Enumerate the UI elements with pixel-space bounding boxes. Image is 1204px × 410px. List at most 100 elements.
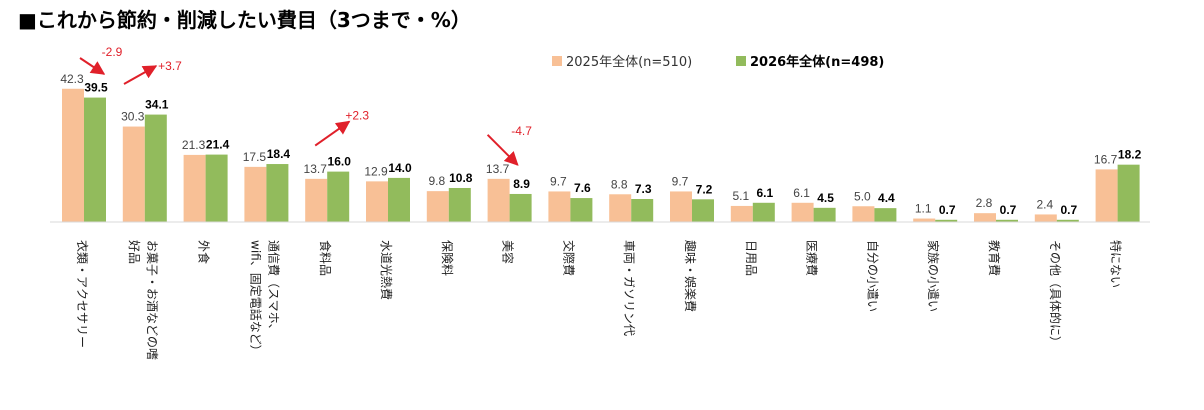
value-label-2025: 9.7 [672, 174, 689, 188]
value-label-2026: 39.5 [84, 81, 108, 95]
value-label-2025: 5.1 [732, 189, 749, 203]
bar-2025 [730, 205, 753, 222]
bar-2025 [974, 213, 996, 222]
category-label: 医療費 [805, 240, 820, 276]
bar-2025 [183, 154, 206, 222]
bar-2026 [205, 154, 228, 222]
bar-2025 [244, 166, 267, 222]
value-label-2025: 9.7 [550, 174, 567, 188]
bar-2026 [570, 198, 593, 222]
bar-2025 [426, 191, 449, 222]
value-label-2025: 21.3 [182, 138, 206, 152]
category-label: 水道光熱費 [379, 240, 394, 300]
value-label-2026: 0.7 [1000, 203, 1017, 217]
value-label-2026: 10.8 [449, 171, 473, 185]
bar-2025 [609, 194, 632, 222]
value-label-2025: 5.0 [854, 189, 871, 203]
bar-2026 [509, 193, 532, 222]
value-label-2025: 9.8 [428, 174, 445, 188]
value-labels-group: 42.339.530.334.121.3 21.417.5 18.413.716.0… [60, 72, 1141, 217]
value-label-2025: 12.9 [364, 164, 388, 178]
bar-2026 [692, 199, 714, 222]
bar-2026 [266, 164, 289, 222]
value-label-2026: 7.3 [635, 182, 652, 196]
legend-label-2026: 2026年全体(n=498) [750, 54, 884, 70]
value-label-2026: 14.0 [388, 161, 412, 175]
bar-2025 [670, 191, 692, 222]
category-label: 教育費 [987, 240, 1002, 276]
category-label: 食料品 [318, 240, 333, 276]
category-label: 通信費（スマホ、 [266, 240, 281, 336]
value-label-2026: 18.4 [267, 147, 291, 161]
category-label: 車両・ガソリン代 [622, 240, 636, 336]
category-label: 家族の小遣い [926, 240, 941, 312]
value-label-2026: 16.0 [328, 155, 352, 169]
bar-2025 [913, 218, 936, 222]
change-arrow [79, 57, 106, 75]
value-label-2026: 8.9 [513, 177, 530, 191]
legend-label-2025: 2025年全体(n=510) [566, 54, 692, 70]
value-label-2025: 6.1 [793, 186, 810, 200]
bar-2026 [1117, 164, 1140, 222]
bar-2025 [487, 178, 510, 222]
value-label-2025: 2.8 [976, 196, 993, 210]
bars-group [62, 88, 1140, 222]
legend: 2025年全体(n=510) 2026年全体(n=498) [552, 54, 884, 70]
bar-2025 [62, 88, 84, 222]
category-label: 衣類・アクセサリー [75, 240, 90, 348]
bar-2026 [874, 208, 897, 222]
legend-swatch-2025 [552, 56, 562, 66]
value-label-2026: 4.5 [817, 191, 834, 205]
bar-2025 [852, 206, 875, 222]
value-label-2025: 1.1 [915, 202, 932, 216]
change-label: -4.7 [511, 124, 532, 138]
value-label-2026: 18.2 [1118, 148, 1142, 162]
category-label: 趣味・娯楽費 [683, 240, 698, 312]
change-arrow [486, 134, 519, 166]
change-annotations-group: -2.9 +3.7 +2.3 -4.7 [79, 45, 532, 166]
bar-2025 [122, 126, 145, 222]
bar-2026 [327, 171, 350, 222]
value-label-2026: 34.1 [145, 98, 169, 112]
bar-2026 [448, 187, 471, 222]
chart-title: ■これから節約・削減したい費目（3つまで・%） [18, 8, 471, 32]
value-label-2026: 6.1 [756, 186, 773, 200]
legend-swatch-2026 [736, 56, 746, 66]
category-label: 保険料 [440, 240, 454, 276]
value-label-2026: 7.2 [696, 182, 713, 196]
value-label-2025: 16.7 [1094, 152, 1118, 166]
bar-2026 [388, 177, 410, 222]
bar-2025 [305, 178, 328, 222]
category-label: その他（具体的に） [1048, 240, 1063, 348]
change-label: -2.9 [102, 45, 123, 59]
value-label-2025: 13.7 [304, 162, 328, 176]
value-label-2026: 4.4 [878, 191, 895, 205]
bar-2025 [366, 181, 388, 222]
value-label-2026: 0.7 [939, 203, 956, 217]
value-label-2026: 0.7 [1060, 203, 1077, 217]
bar-2026 [813, 207, 836, 222]
change-arrow [123, 65, 158, 85]
change-arrow [314, 120, 351, 147]
bar-2026 [144, 114, 167, 222]
category-label: 外食 [197, 240, 212, 264]
value-label-2025: 13.7 [486, 162, 510, 176]
category-label: 日用品 [744, 240, 758, 276]
value-label-2025: 30.3 [121, 110, 145, 124]
category-label: お菓子・お酒などの嗜 [145, 240, 159, 360]
bar-2025 [548, 191, 571, 222]
category-label: 美容 [501, 240, 516, 264]
value-label-2025: 42.3 [60, 72, 84, 86]
value-label-2026: 7.6 [574, 181, 591, 195]
bar-2026 [996, 219, 1018, 222]
value-label-2025: 2.4 [1036, 197, 1053, 211]
change-label: +2.3 [345, 109, 369, 123]
category-label: wifi、固定電話など） [248, 240, 263, 357]
bar-2026 [935, 219, 958, 222]
value-label-2025: 17.5 [243, 150, 267, 164]
bar-2025 [1034, 214, 1057, 222]
category-label: 交際費 [561, 240, 576, 276]
category-label: 自分の小遣い [865, 240, 880, 312]
bar-2025 [791, 202, 814, 222]
